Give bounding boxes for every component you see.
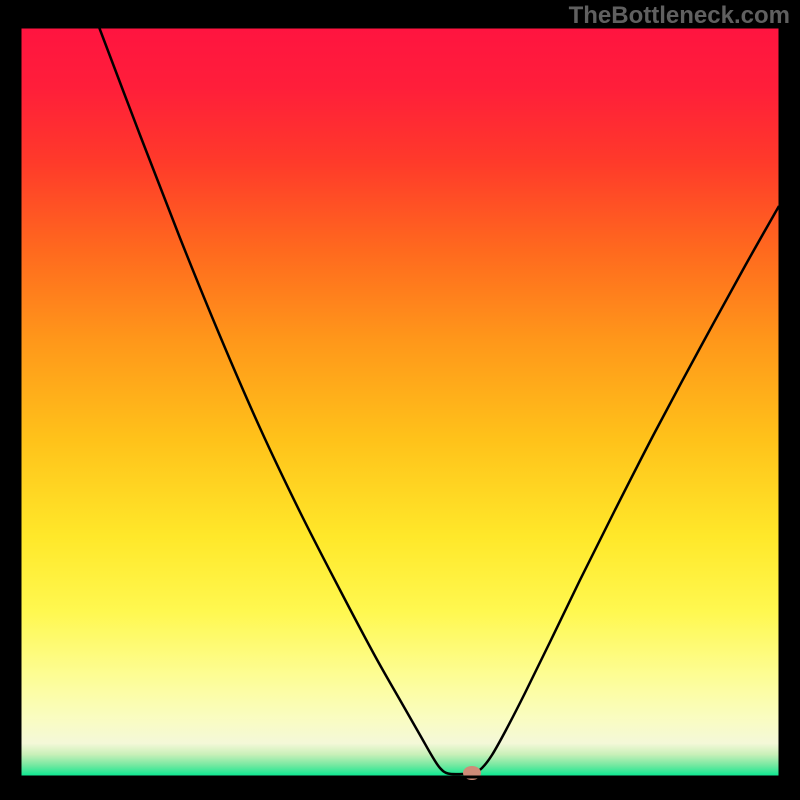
- chart-container: { "watermark": { "text": "TheBottleneck.…: [0, 0, 800, 800]
- bottleneck-chart: [0, 0, 800, 800]
- gradient-background: [20, 27, 780, 777]
- watermark-text: TheBottleneck.com: [569, 2, 790, 30]
